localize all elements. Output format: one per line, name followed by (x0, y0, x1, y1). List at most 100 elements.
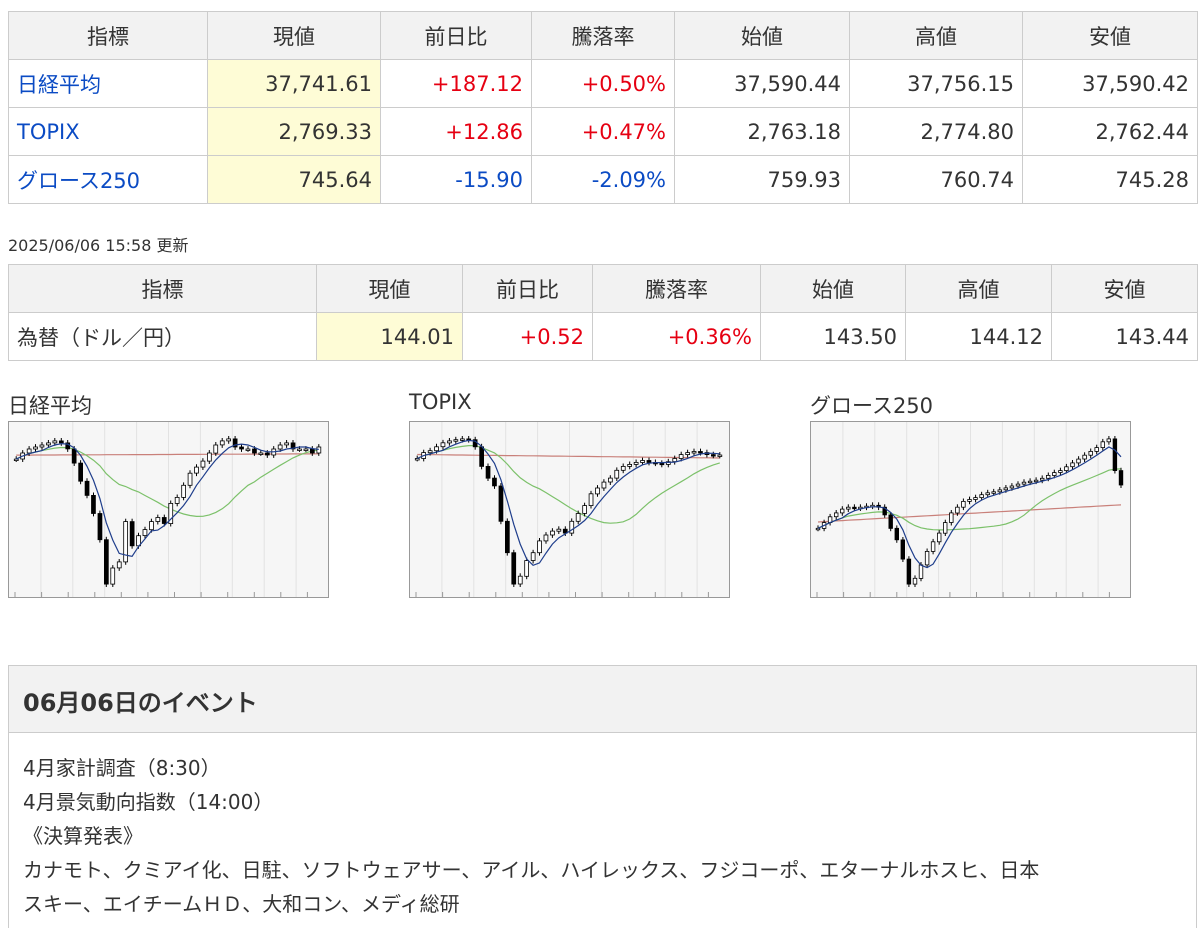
candle-body (245, 448, 251, 451)
header-indicator: 指標 (8, 11, 208, 60)
chart-growth250[interactable] (810, 421, 1131, 598)
low-value: 745.28 (1022, 155, 1198, 204)
candle-body (607, 477, 613, 483)
candle-body (309, 448, 315, 454)
candle-body (297, 448, 302, 451)
open-value: 37,590.44 (674, 59, 850, 108)
candle-body (717, 454, 723, 457)
candle-body (614, 469, 620, 479)
candle-body (78, 462, 83, 482)
candle-body (1052, 472, 1057, 476)
candle-body (894, 527, 899, 541)
candle-body (174, 497, 180, 504)
candle-body (569, 520, 575, 534)
open-value: 143.50 (760, 312, 906, 361)
candle-body (1021, 481, 1027, 485)
candle-body (258, 452, 264, 455)
candle-body (492, 477, 497, 487)
low-value: 2,762.44 (1022, 107, 1198, 156)
change-value: -15.90 (380, 155, 532, 204)
candle-body (1094, 447, 1099, 452)
candle-body (949, 512, 954, 523)
candle-body (930, 541, 936, 552)
candle-body (168, 503, 174, 525)
moving-average-mid-line (416, 444, 720, 524)
candle-body (524, 560, 529, 577)
current-value: 37,741.61 (207, 59, 381, 108)
index-link-growth250[interactable]: グロース250 (17, 168, 141, 193)
candle-body (33, 446, 38, 450)
candle-body (846, 506, 851, 510)
index-link-topix[interactable]: TOPIX (17, 119, 80, 144)
candle-body (511, 552, 517, 585)
candle-body (129, 521, 135, 547)
candle-body (640, 460, 645, 463)
candle-body (1027, 480, 1033, 484)
nikkei-candlestick-chart (13, 422, 322, 597)
table-row-topix: TOPIX 2,769.33 +12.86 +0.47% 2,763.18 2,… (8, 107, 1198, 156)
index-name-cell: グロース250 (8, 155, 208, 204)
candle-body (833, 512, 839, 518)
candle-body (1003, 487, 1008, 491)
candle-body (142, 529, 148, 536)
candle-body (97, 513, 103, 541)
index-name-cell: 日経平均 (8, 59, 208, 108)
candle-body (200, 460, 206, 468)
candle-body (1009, 485, 1015, 489)
header-change: 前日比 (462, 264, 593, 313)
current-value: 745.64 (207, 155, 381, 204)
change-value: +12.86 (380, 107, 532, 156)
candle-body (1088, 450, 1093, 456)
candle-body (973, 497, 978, 500)
candle-body (479, 446, 484, 467)
candle-body (659, 462, 665, 466)
candle-body (543, 534, 549, 542)
moving-average-mid-line (817, 468, 1122, 531)
candle-body (434, 446, 439, 452)
candle-body (1045, 475, 1051, 479)
candle-body (1058, 470, 1063, 473)
candle-body (627, 464, 632, 467)
chart-nikkei[interactable] (8, 421, 329, 598)
candle-body (852, 506, 857, 510)
candle-body (13, 458, 19, 461)
candle-body (839, 508, 845, 514)
chart-title-nikkei: 日経平均 (8, 394, 92, 418)
topix-candlestick-chart (414, 422, 723, 597)
candle-body (460, 438, 465, 441)
candle-body (979, 494, 984, 498)
candle-body (1106, 438, 1111, 443)
low-value: 37,590.42 (1022, 59, 1198, 108)
candle-body (284, 442, 290, 446)
moving-average-short-line (817, 446, 1122, 569)
candle-body (187, 472, 193, 486)
candle-body (213, 444, 219, 454)
candle-body (440, 442, 446, 448)
candle-body (39, 444, 45, 448)
candle-body (277, 444, 283, 450)
candle-body (601, 481, 607, 489)
candle-body (110, 567, 116, 585)
candle-body (239, 446, 244, 450)
candle-body (967, 499, 972, 502)
candle-body (537, 540, 542, 554)
forex-name: 為替（ドル／円） (8, 312, 317, 361)
candle-body (646, 460, 652, 463)
events-body: 4月家計調査（8:30） 4月景気動向指数（14:00） 《決算発表》 カナモト… (9, 733, 1196, 921)
candle-body (882, 506, 887, 516)
candle-body (485, 466, 491, 479)
candle-body (206, 452, 212, 462)
header-high: 高値 (849, 11, 1023, 60)
open-value: 759.93 (674, 155, 850, 204)
event-line: 《決算発表》 (23, 824, 143, 848)
high-value: 37,756.15 (849, 59, 1023, 108)
forex-table: 指標 現値 前日比 騰落率 始値 高値 安値 為替（ドル／円） 144.01 +… (8, 264, 1198, 361)
candle-body (181, 484, 186, 498)
candle-body (1039, 477, 1045, 481)
forex-updated-time: 2025/06/06 15:58 更新 (8, 236, 189, 255)
header-open: 始値 (760, 264, 906, 313)
header-current: 現値 (207, 11, 381, 60)
candle-body (26, 448, 32, 454)
index-link-nikkei[interactable]: 日経平均 (17, 72, 101, 97)
chart-topix[interactable] (409, 421, 730, 598)
